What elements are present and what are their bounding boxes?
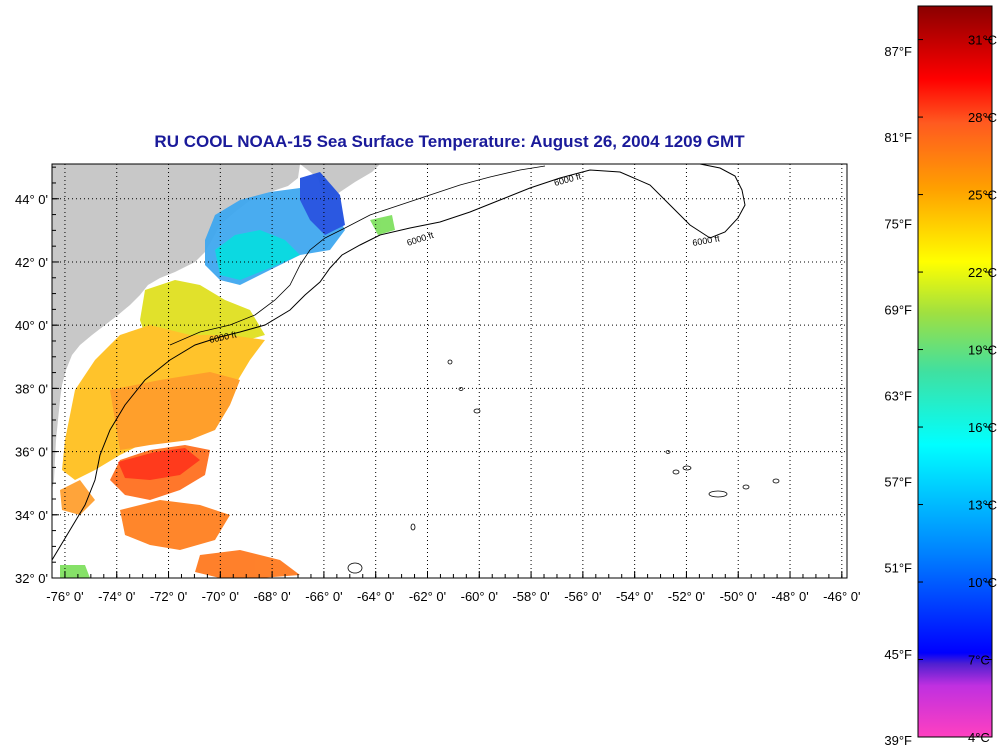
x-tick-label: -62° 0' xyxy=(409,589,446,604)
seamount-contours xyxy=(347,359,780,574)
y-tick-label: 38° 0' xyxy=(15,381,48,396)
colorbar-fahrenheit-label: 51°F xyxy=(884,561,912,576)
colorbar-fahrenheit-label: 75°F xyxy=(884,216,912,231)
y-tick-label: 40° 0' xyxy=(15,318,48,333)
x-tick-label: -76° 0' xyxy=(46,589,83,604)
y-tick-label: 42° 0' xyxy=(15,255,48,270)
x-tick-label: -70° 0' xyxy=(202,589,239,604)
colorbar-ticks: 31°C 28°C 25°C 22°C 19°C 16°C 13°C 10°C 7°C 4°C 87… xyxy=(884,33,997,748)
contour-label: 6000 ft xyxy=(692,233,721,248)
colorbar-fahrenheit-label: 39°F xyxy=(884,733,912,748)
y-tick-label: 32° 0' xyxy=(15,571,48,586)
x-tick-label: -46° 0' xyxy=(823,589,860,604)
y-axis: 44° 0' 42° 0' 40° 0' 38° 0' 36° 0' 34° 0' 32° … xyxy=(15,166,59,586)
plot-frame xyxy=(51,163,848,579)
colorbar-celsius-label: 22°C xyxy=(968,265,997,280)
sst-field xyxy=(60,172,395,578)
colorbar-fahrenheit-label: 87°F xyxy=(884,44,912,59)
x-tick-label: -60° 0' xyxy=(461,589,498,604)
colorbar-celsius-label: 28°C xyxy=(968,110,997,125)
x-tick-label: -72° 0' xyxy=(150,589,187,604)
x-tick-label: -74° 0' xyxy=(98,589,135,604)
colorbar-celsius-label: 16°C xyxy=(968,420,997,435)
land-mass xyxy=(52,164,300,490)
colorbar-fahrenheit-label: 63°F xyxy=(884,388,912,403)
colorbar-fahrenheit-label: 45°F xyxy=(884,647,912,662)
colorbar-celsius-label: 19°C xyxy=(968,343,997,358)
colorbar-celsius-label: 13°C xyxy=(968,498,997,513)
colorbar xyxy=(917,5,993,738)
colorbar-celsius-label: 4°C xyxy=(968,730,990,745)
x-axis: -76° 0' -74° 0' -72° 0' -70° 0' -68° 0' -66° … xyxy=(46,571,860,604)
y-tick-label: 36° 0' xyxy=(15,445,48,460)
y-tick-label: 34° 0' xyxy=(15,508,48,523)
x-tick-label: -50° 0' xyxy=(720,589,757,604)
x-tick-label: -66° 0' xyxy=(305,589,342,604)
x-tick-label: -58° 0' xyxy=(512,589,549,604)
x-tick-label: -52° 0' xyxy=(668,589,705,604)
colorbar-celsius-label: 7°C xyxy=(968,653,990,668)
colorbar-fahrenheit-label: 69°F xyxy=(884,302,912,317)
chart-title: RU COOL NOAA-15 Sea Surface Temperature:… xyxy=(154,132,745,151)
x-tick-label: -54° 0' xyxy=(616,589,653,604)
x-tick-label: -56° 0' xyxy=(564,589,601,604)
colorbar-celsius-label: 10°C xyxy=(968,575,997,590)
colorbar-fahrenheit-label: 81°F xyxy=(884,130,912,145)
x-tick-label: -64° 0' xyxy=(357,589,394,604)
y-tick-label: 44° 0' xyxy=(15,192,48,207)
x-tick-label: -68° 0' xyxy=(253,589,290,604)
colorbar-celsius-label: 25°C xyxy=(968,188,997,203)
colorbar-celsius-label: 31°C xyxy=(968,33,997,48)
gridlines xyxy=(52,164,847,578)
x-tick-label: -48° 0' xyxy=(771,589,808,604)
isobath-contour xyxy=(52,164,746,561)
colorbar-fahrenheit-label: 57°F xyxy=(884,475,912,490)
